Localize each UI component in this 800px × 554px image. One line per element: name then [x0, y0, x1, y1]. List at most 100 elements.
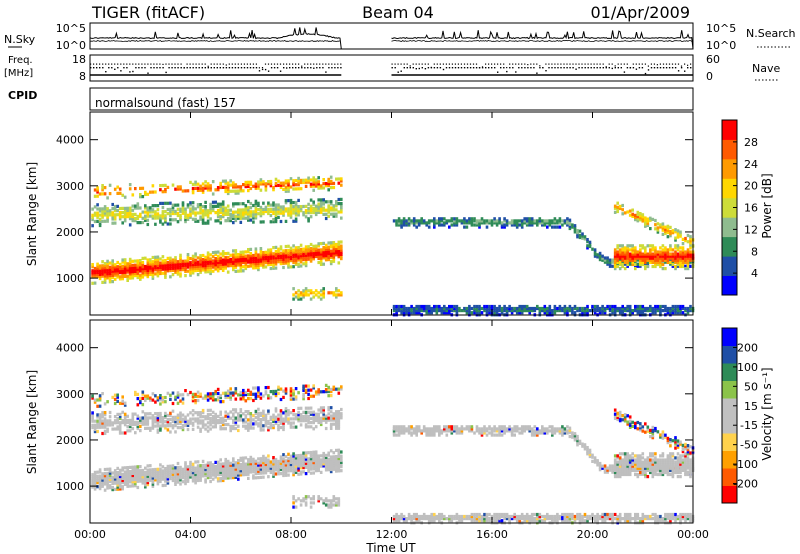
power-cell: [229, 219, 232, 223]
velocity-cell: [294, 397, 298, 401]
power-cell: [262, 201, 265, 205]
power-cell: [340, 246, 343, 250]
velocity-cell: [206, 421, 210, 425]
power-cell: [671, 304, 675, 309]
power-cell: [274, 252, 278, 256]
power-cell: [498, 221, 501, 225]
power-cell: [679, 250, 682, 254]
velocity-cell: [274, 464, 278, 468]
power-cell: [179, 274, 182, 278]
power-cell: [159, 265, 162, 269]
nave-point: [183, 67, 185, 69]
power-cell: [164, 261, 167, 265]
velocity-cell: [244, 424, 248, 428]
velocity-cell: [279, 467, 283, 472]
power-cell: [209, 269, 212, 273]
nave-point: [234, 63, 236, 65]
velocity-cell: [113, 477, 117, 481]
velocity-cell: [151, 422, 155, 426]
power-cell: [493, 311, 496, 315]
power-cell: [277, 183, 280, 187]
velocity-cell: [113, 397, 117, 401]
power-cell: [111, 221, 114, 225]
power-cell: [118, 266, 122, 271]
power-cell: [237, 263, 240, 267]
power-cell: [490, 306, 494, 311]
power-cell: [613, 250, 617, 254]
power-cell: [211, 192, 215, 196]
velocity-cell: [184, 423, 187, 427]
velocity-cell: [309, 421, 313, 425]
power-cell: [641, 309, 645, 313]
velocity-cell: [116, 419, 119, 423]
power-cell: [191, 205, 195, 209]
power-cell: [329, 291, 333, 295]
nave-point: [602, 63, 604, 65]
power-cell: [189, 269, 192, 273]
power-cell: [234, 202, 238, 206]
velocity-cell: [174, 424, 177, 428]
velocity-cell: [264, 465, 268, 469]
nave-point: [198, 63, 200, 65]
velocity-cell: [304, 410, 308, 414]
power-cell: [224, 181, 227, 185]
power-cell: [229, 262, 232, 266]
velocity-cell: [91, 483, 94, 487]
velocity-cell: [269, 417, 273, 421]
power-cell: [573, 304, 577, 309]
power-cell: [410, 221, 413, 225]
velocity-cell: [206, 417, 210, 421]
velocity-cell: [123, 482, 127, 486]
velocity-cell: [279, 425, 283, 430]
power-cell: [139, 263, 142, 267]
power-cell: [123, 260, 127, 264]
velocity-cell: [337, 456, 341, 461]
power-cell: [93, 273, 97, 277]
velocity-cell: [184, 415, 187, 419]
power-cell: [116, 273, 119, 277]
power-cell: [191, 209, 195, 213]
freq-point: [180, 67, 182, 69]
velocity-cell: [166, 479, 170, 483]
velocity-cell: [123, 421, 127, 425]
power-cell: [503, 219, 506, 223]
velocity-cell: [174, 422, 177, 426]
power-cell: [324, 252, 328, 256]
velocity-cell: [179, 465, 182, 469]
power-cell: [309, 242, 313, 247]
power-cell: [515, 219, 519, 223]
velocity-cell: [304, 425, 308, 429]
velocity-cell: [262, 415, 265, 420]
velocity-cell: [159, 428, 162, 432]
velocity-cell: [201, 466, 205, 470]
power-cell: [468, 221, 471, 225]
power-cell: [106, 207, 109, 211]
velocity-cell: [194, 477, 197, 481]
velocity-cell: [282, 463, 285, 467]
power-cell: [520, 223, 524, 227]
freq-point: [521, 67, 523, 69]
power-cell: [518, 306, 521, 311]
power-cell: [289, 250, 293, 254]
power-cell: [297, 258, 300, 262]
power-cell: [269, 182, 273, 186]
power-cell: [656, 260, 660, 264]
power-cell: [659, 304, 662, 309]
velocity-cell: [151, 414, 155, 418]
power-cell: [566, 217, 569, 221]
power-cell: [689, 254, 692, 258]
velocity-cell: [134, 477, 137, 481]
power-cell: [174, 187, 177, 191]
velocity-cell: [101, 413, 104, 417]
power-cell: [626, 248, 629, 252]
power-cell: [395, 219, 398, 223]
power-cell: [508, 306, 511, 311]
velocity-cell: [201, 425, 205, 429]
power-cell: [103, 209, 107, 213]
freq-point: [608, 67, 610, 69]
power-cell: [186, 255, 190, 259]
power-cell: [116, 271, 119, 275]
velocity-cell: [274, 421, 278, 425]
velocity-cell: [226, 468, 230, 472]
power-cell: [674, 250, 677, 254]
